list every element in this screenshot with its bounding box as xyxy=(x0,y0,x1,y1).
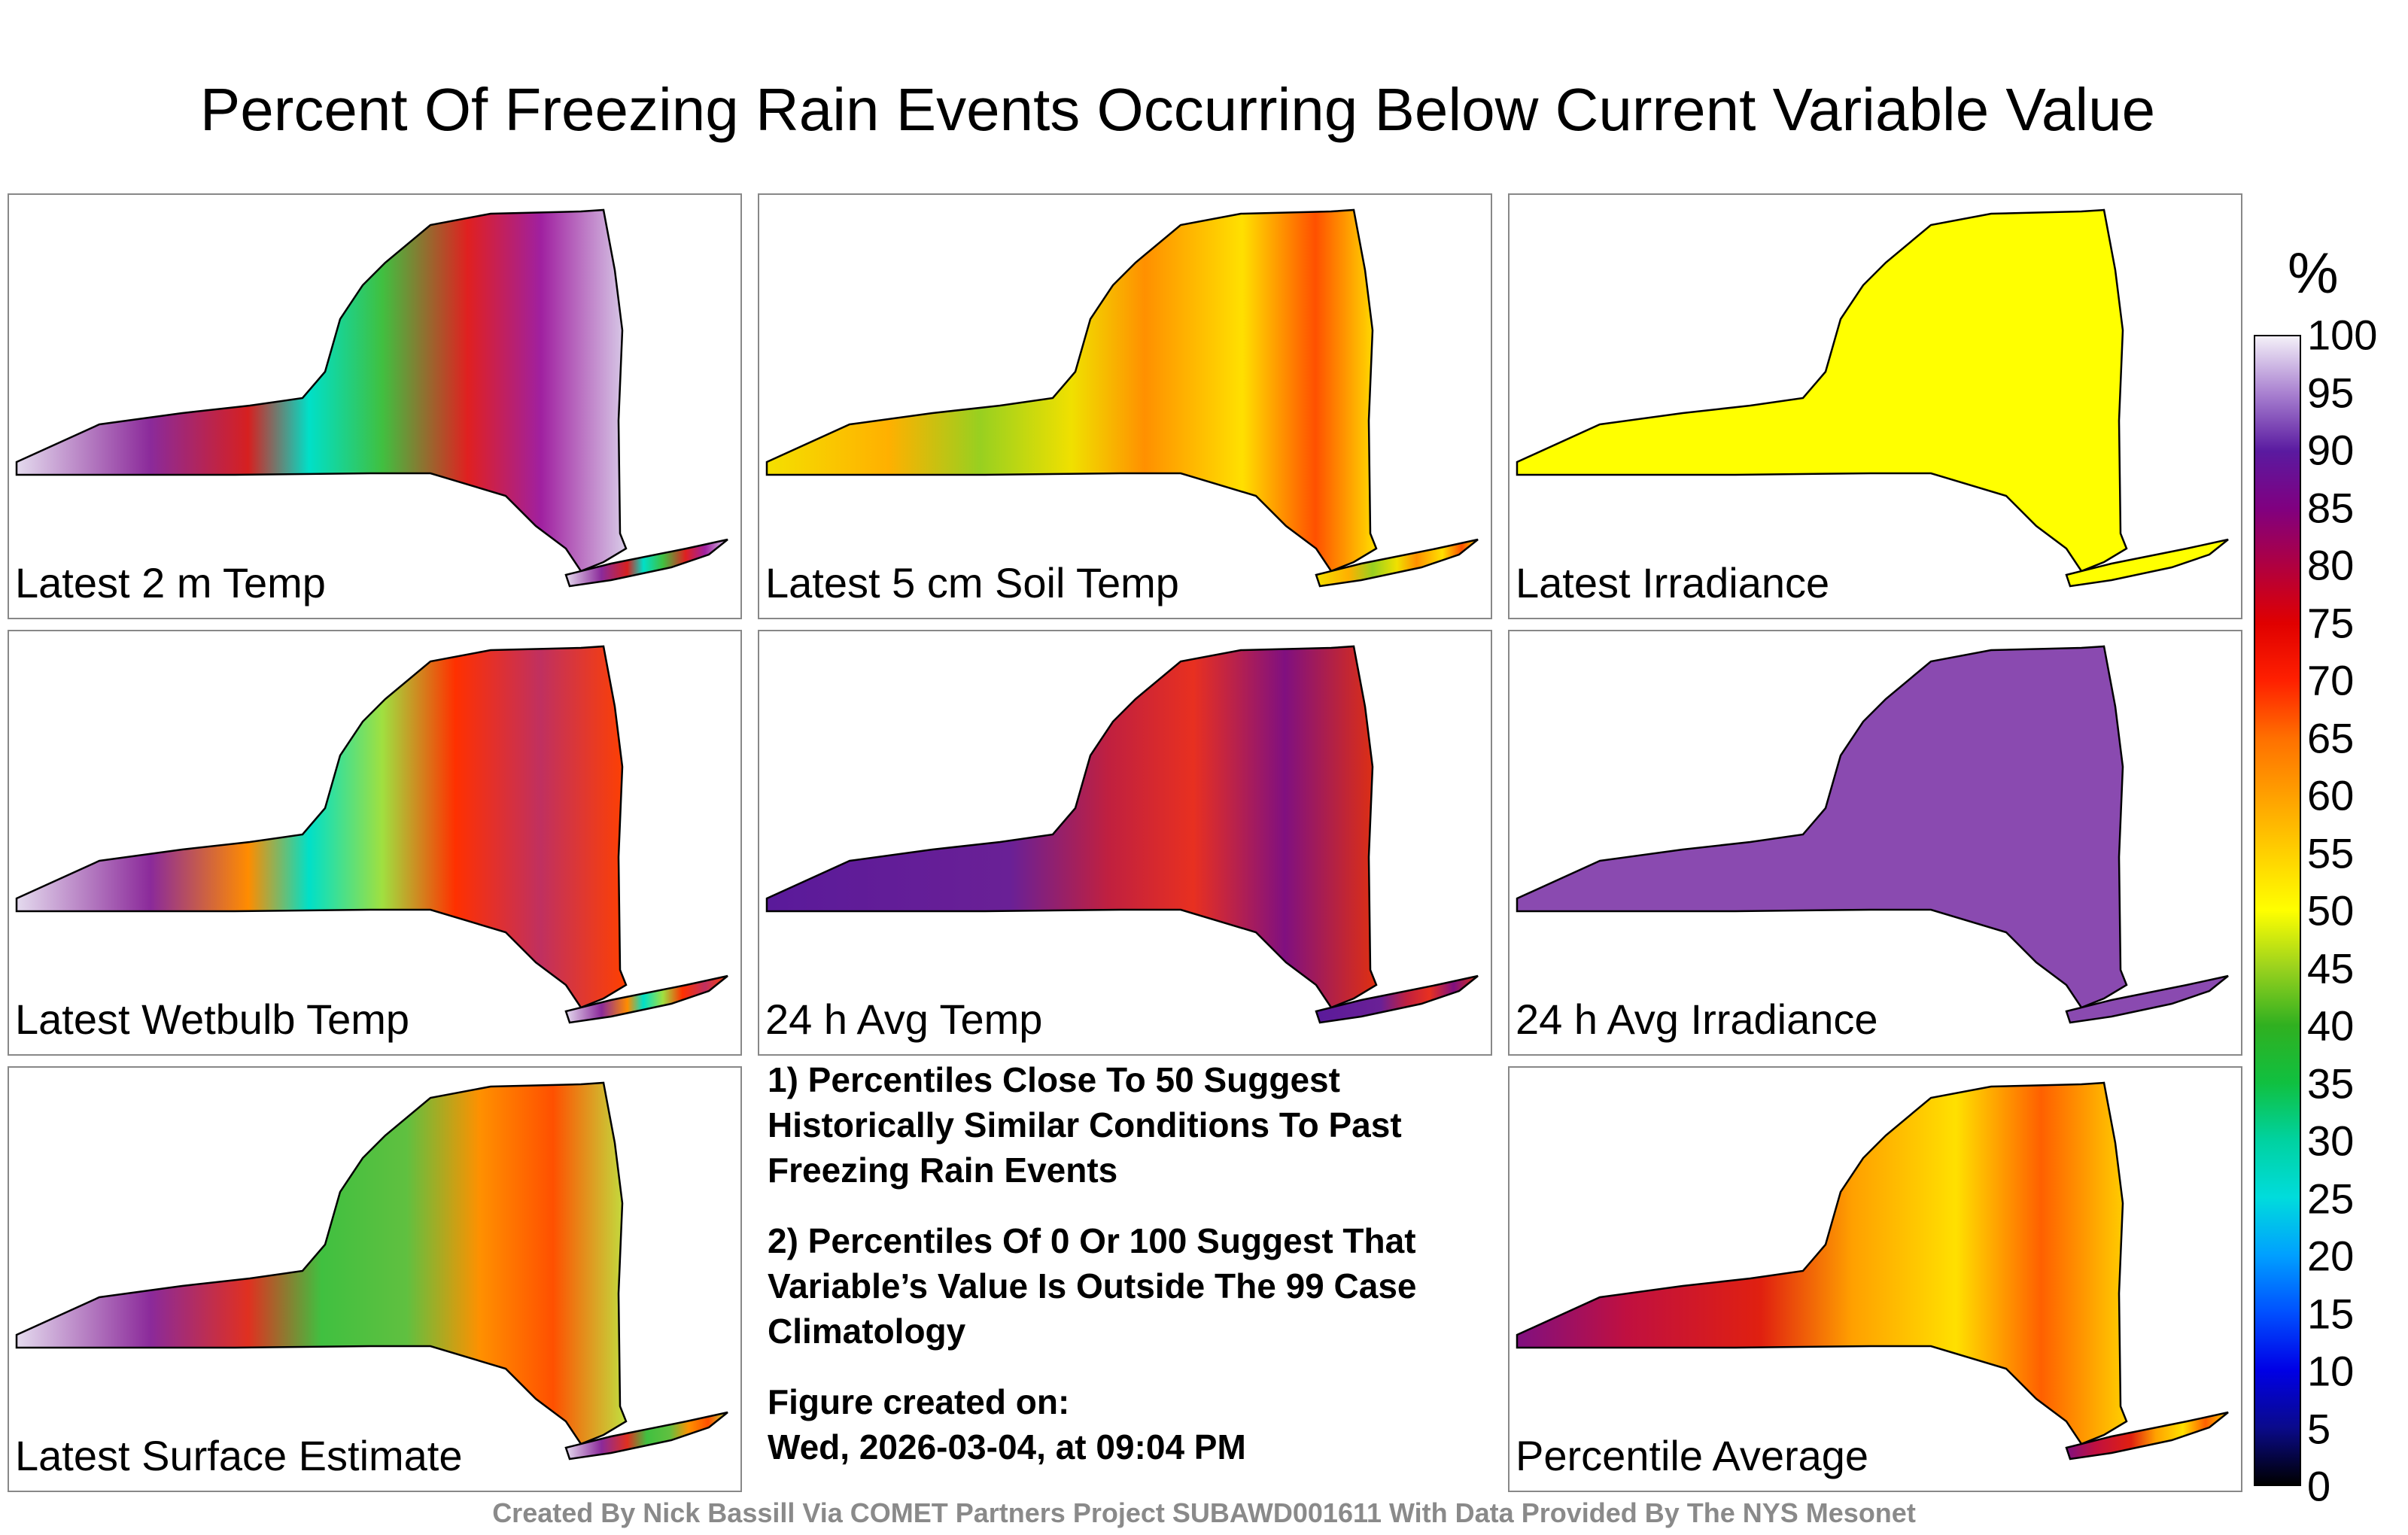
panel-label: Latest Wetbulb Temp xyxy=(15,995,410,1043)
credit-line: Created By Nick Bassill Via COMET Partne… xyxy=(492,1497,1916,1528)
colorbar-tick: 100 xyxy=(2307,311,2378,359)
new-york-state-shape xyxy=(765,208,1378,573)
figure-title: Percent Of Freezing Rain Events Occurrin… xyxy=(199,76,2156,143)
long-island-shape xyxy=(2065,1411,2229,1461)
panel-label: Latest 2 m Temp xyxy=(15,559,326,606)
notes-block: 1) Percentiles Close To 50 Suggest Histo… xyxy=(768,1057,1467,1470)
colorbar-tick: 90 xyxy=(2307,426,2355,474)
state-map xyxy=(765,208,1479,588)
colorbar-ticks: 100 95 90 85 80 75 70 65 60 55 50 45 40 … xyxy=(2307,312,2397,1510)
panel-label: Latest 5 cm Soil Temp xyxy=(765,559,1179,606)
colorbar-tick: 70 xyxy=(2307,656,2355,704)
panel-label: Latest Irradiance xyxy=(1516,559,1830,606)
colorbar-tick: 40 xyxy=(2307,1002,2355,1050)
colorbar-tick: 20 xyxy=(2307,1232,2355,1280)
state-map xyxy=(15,208,728,588)
panel-24h-avg-temp: 24 h Avg Temp xyxy=(758,630,1492,1056)
colorbar-tick: 75 xyxy=(2307,599,2355,646)
state-map xyxy=(15,645,728,1024)
panel-latest-wetbulb-temp: Latest Wetbulb Temp xyxy=(8,630,742,1056)
panel-latest-5cm-soil-temp: Latest 5 cm Soil Temp xyxy=(758,193,1492,619)
panel-24h-avg-irradiance: 24 h Avg Irradiance xyxy=(1508,630,2242,1056)
long-island-shape xyxy=(564,538,728,588)
colorbar-tick: 25 xyxy=(2307,1175,2355,1222)
colorbar-tick: 5 xyxy=(2307,1405,2331,1452)
new-york-state-shape xyxy=(765,645,1378,1009)
colorbar-tick: 65 xyxy=(2307,714,2355,761)
colorbar-tick: 30 xyxy=(2307,1117,2355,1165)
panel-label: 24 h Avg Temp xyxy=(765,995,1043,1043)
note-percentile-50: 1) Percentiles Close To 50 Suggest Histo… xyxy=(768,1060,1402,1190)
panel-latest-2m-temp: Latest 2 m Temp xyxy=(8,193,742,619)
panel-latest-irradiance: Latest Irradiance xyxy=(1508,193,2242,619)
colorbar xyxy=(2254,335,2301,1486)
state-map xyxy=(1516,1081,2229,1461)
panel-latest-surface-estimate: Latest Surface Estimate xyxy=(8,1066,742,1492)
long-island-shape xyxy=(1315,538,1479,588)
state-map xyxy=(15,1081,728,1461)
long-island-shape xyxy=(564,1411,728,1461)
long-island-shape xyxy=(1315,974,1479,1024)
new-york-state-shape xyxy=(1516,645,2128,1009)
note-percentile-extremes: 2) Percentiles Of 0 Or 100 Suggest That … xyxy=(768,1221,1417,1351)
new-york-state-shape xyxy=(15,208,628,573)
colorbar-tick: 15 xyxy=(2307,1290,2355,1337)
colorbar-tick: 55 xyxy=(2307,829,2355,877)
panel-percentile-average: Percentile Average xyxy=(1508,1066,2242,1492)
state-map xyxy=(1516,208,2229,588)
long-island-shape xyxy=(564,974,728,1024)
new-york-state-shape xyxy=(15,645,628,1009)
panel-label: Percentile Average xyxy=(1516,1432,1869,1479)
figure-created-date: Wed, 2026-03-04, at 09:04 PM xyxy=(768,1427,1246,1467)
colorbar-tick: 0 xyxy=(2307,1462,2331,1510)
figure-created-label: Figure created on: xyxy=(768,1382,1070,1421)
long-island-shape xyxy=(2065,974,2229,1024)
panel-label: Latest Surface Estimate xyxy=(15,1432,463,1479)
new-york-state-shape xyxy=(15,1081,628,1445)
colorbar-tick: 50 xyxy=(2307,886,2355,935)
colorbar-tick: 35 xyxy=(2307,1059,2355,1107)
new-york-state-shape xyxy=(1516,1081,2128,1445)
colorbar-tick: 85 xyxy=(2307,484,2355,531)
new-york-state-shape xyxy=(1516,208,2128,573)
colorbar-tick: 60 xyxy=(2307,771,2355,819)
state-map xyxy=(1516,645,2229,1024)
colorbar-unit: % xyxy=(2288,242,2339,305)
colorbar-tick: 10 xyxy=(2307,1347,2355,1395)
colorbar-tick: 80 xyxy=(2307,541,2355,589)
colorbar-tick: 45 xyxy=(2307,944,2355,992)
state-map xyxy=(765,645,1479,1024)
long-island-shape xyxy=(2065,538,2229,588)
panel-label: 24 h Avg Irradiance xyxy=(1516,995,1878,1043)
colorbar-tick: 95 xyxy=(2307,369,2355,416)
